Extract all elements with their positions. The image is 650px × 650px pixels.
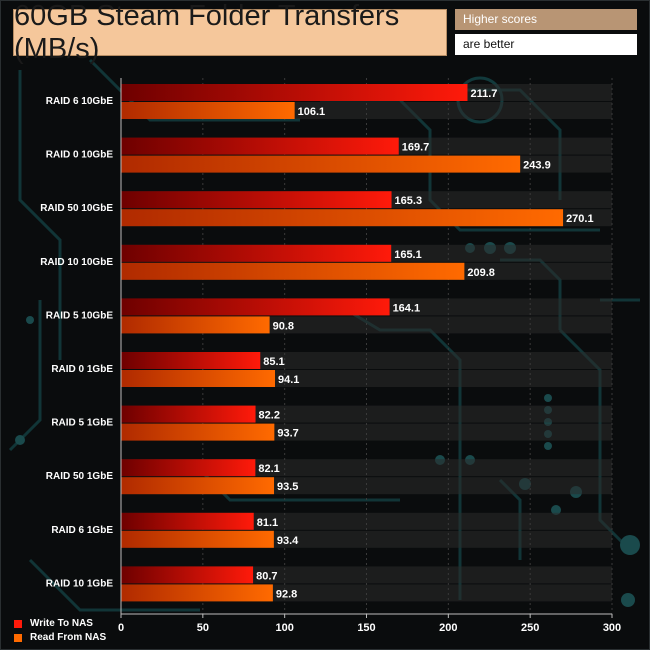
category-label: RAID 50 10GbE [40, 203, 113, 214]
data-label-read: 93.4 [277, 535, 299, 547]
legend-write-label: Write To NAS [30, 618, 93, 629]
category-label: RAID 50 1GbE [46, 471, 114, 482]
x-tick-label: 100 [275, 622, 293, 634]
data-label-read: 209.8 [467, 267, 495, 279]
bar-write [121, 137, 399, 155]
data-label-write: 80.7 [256, 570, 277, 582]
legend-write-swatch [14, 619, 22, 628]
bar-write [121, 566, 254, 584]
data-label-read: 106.1 [298, 106, 326, 118]
bar-write [121, 405, 256, 423]
bar-read [121, 262, 465, 280]
x-tick-label: 150 [357, 622, 375, 634]
bar-read [121, 102, 295, 119]
bar-write [121, 352, 261, 369]
x-tick-label: 200 [439, 622, 457, 634]
category-label: RAID 5 1GbE [51, 418, 113, 429]
x-tick-label: 50 [197, 622, 209, 634]
x-tick-label: 300 [603, 622, 621, 634]
legend-read: Read From NAS [14, 632, 106, 643]
data-label-read: 93.7 [277, 428, 298, 440]
data-label-write: 165.1 [394, 249, 422, 261]
data-label-write: 211.7 [470, 88, 497, 100]
category-label: RAID 0 10GbE [46, 150, 114, 161]
category-label: RAID 10 1GbE [46, 578, 114, 589]
bar-read [121, 584, 273, 602]
data-label-read: 90.8 [273, 320, 294, 332]
data-label-read: 243.9 [523, 160, 551, 172]
bar-read [121, 423, 275, 441]
category-label: RAID 5 10GbE [46, 310, 114, 321]
bar-write [121, 244, 392, 262]
note-are-better: are better [455, 34, 637, 55]
data-label-read: 94.1 [278, 374, 299, 386]
bar-write [121, 512, 254, 530]
bar-read [121, 316, 270, 334]
category-label: RAID 0 1GbE [51, 364, 113, 375]
data-label-write: 85.1 [263, 356, 284, 368]
bar-write [121, 298, 390, 316]
legend-read-swatch [14, 633, 22, 642]
bar-read [121, 477, 275, 495]
category-label: RAID 6 1GbE [51, 525, 113, 536]
x-tick-label: 250 [521, 622, 539, 634]
data-label-read: 270.1 [566, 213, 594, 225]
bar-write [121, 191, 392, 209]
category-label: RAID 6 10GbE [46, 96, 114, 107]
data-label-write: 164.1 [393, 302, 421, 314]
data-label-write: 81.1 [257, 517, 278, 529]
bar-write [121, 84, 468, 101]
bar-write [121, 459, 256, 477]
category-label: RAID 10 10GbE [40, 257, 113, 268]
data-label-write: 82.1 [258, 463, 279, 475]
data-label-write: 169.7 [402, 142, 430, 154]
bar-read [121, 370, 276, 387]
bar-read [121, 209, 564, 227]
bar-read [121, 155, 521, 173]
x-tick-label: 0 [118, 622, 124, 634]
data-label-read: 93.5 [277, 481, 298, 493]
data-label-read: 92.8 [276, 588, 297, 600]
legend-write: Write To NAS [14, 618, 93, 629]
data-label-write: 82.2 [259, 410, 280, 422]
note-higher-scores: Higher scores [455, 9, 637, 30]
data-label-write: 165.3 [395, 195, 423, 207]
bar-read [121, 530, 274, 548]
legend-read-label: Read From NAS [30, 632, 107, 643]
